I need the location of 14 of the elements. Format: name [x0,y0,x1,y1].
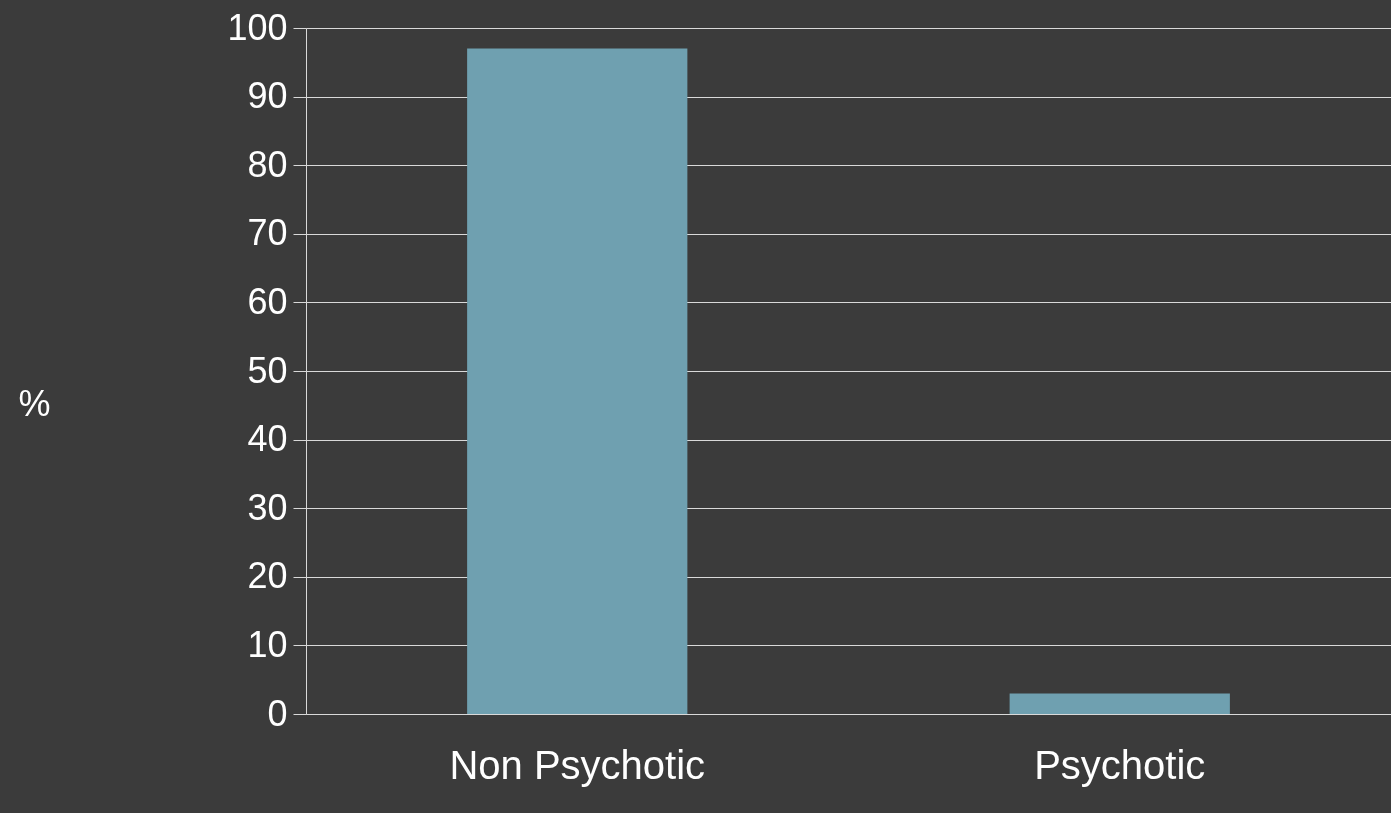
x-tick-label: Non Psychotic [449,742,706,787]
y-tick-label: 80 [247,143,288,185]
y-tick-label: 90 [247,75,288,117]
y-tick-label: 50 [247,349,288,391]
y-axis-title: % [18,382,51,424]
y-tick-label: 40 [247,418,288,460]
y-tick-label: 100 [227,6,288,48]
y-tick-label: 20 [247,555,288,597]
y-tick-label: 60 [247,280,288,322]
y-tick-label: 30 [247,486,288,528]
y-tick-label: 70 [247,212,288,254]
y-tick-label: 10 [247,623,288,665]
x-tick-label: Psychotic [1034,742,1206,787]
y-tick-label: 0 [267,692,288,734]
